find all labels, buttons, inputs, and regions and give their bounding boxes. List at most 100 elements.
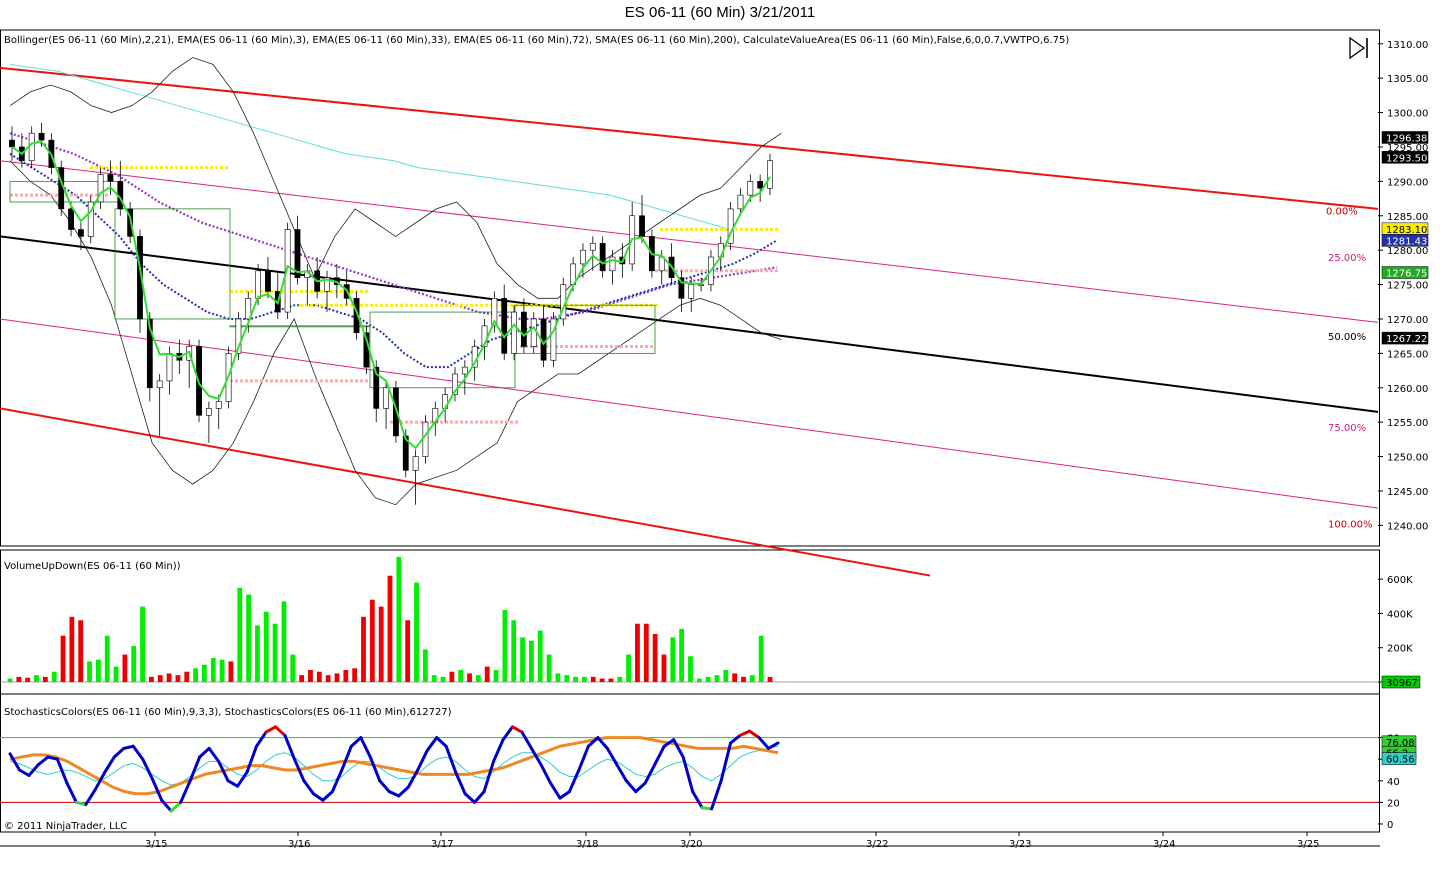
- stoch-k-segment: [55, 757, 69, 785]
- price-marker-box: [1381, 131, 1429, 144]
- stoch-k-segment: [767, 741, 780, 750]
- stoch-k-segment: [368, 755, 382, 783]
- stoch-k-segment: [681, 755, 695, 794]
- candle-body: [402, 435, 409, 471]
- stoch-k-segment: [757, 736, 771, 750]
- sma200-line: [9, 63, 731, 231]
- volume-bar: [175, 675, 181, 682]
- stoch-k-segment: [473, 790, 486, 804]
- volume-bar: [414, 582, 419, 682]
- price-tick-label: 1280.00: [1387, 246, 1428, 257]
- play-button[interactable]: [1345, 36, 1373, 60]
- panel-frame: [0, 693, 1380, 833]
- channel-25-line: [0, 160, 1379, 323]
- stoch-k-segment: [482, 759, 496, 794]
- candle: [589, 236, 596, 271]
- stoch-k-segment: [255, 730, 268, 748]
- volume-bar: [281, 601, 287, 682]
- stoch-k-segment: [150, 777, 164, 802]
- stoch-k-segment: [198, 746, 211, 759]
- price-tick-label: 1250.00: [1387, 453, 1428, 464]
- candle-body: [294, 229, 301, 278]
- candle-body: [373, 366, 380, 409]
- price-marker-box: [1381, 151, 1429, 164]
- candle-body: [501, 298, 508, 354]
- candle-body: [383, 387, 389, 409]
- volume-bar: [184, 671, 190, 682]
- candle: [284, 222, 291, 319]
- volume-bar: [599, 678, 605, 682]
- candle-body: [520, 311, 527, 347]
- candle-body: [609, 256, 616, 272]
- stoch-k-segment: [454, 770, 467, 796]
- stoch-k-segment: [539, 763, 552, 785]
- channel-percent-label: 100.00%: [1328, 519, 1373, 530]
- stoch-k-segment: [662, 738, 676, 748]
- stoch-k-segment: [122, 744, 135, 750]
- candle: [393, 380, 399, 443]
- stoch-k-segment: [529, 746, 543, 767]
- price-tick-label: 1300.00: [1387, 109, 1428, 120]
- candle: [78, 222, 84, 251]
- price-tick-label: 1255.00: [1387, 418, 1428, 429]
- stoch-k-segment: [719, 741, 733, 783]
- candle: [580, 243, 586, 278]
- stoch-k-segment: [226, 779, 240, 788]
- volume-bar: [113, 666, 119, 682]
- candle: [491, 291, 498, 333]
- time-tick-label: 3/15: [145, 839, 167, 850]
- time-tick-label: 3/17: [431, 839, 453, 850]
- volume-bar: [202, 664, 207, 682]
- play-icon: [1349, 36, 1366, 60]
- volume-bar: [688, 656, 693, 682]
- volume-bar: [78, 620, 84, 682]
- candle-body: [87, 201, 94, 237]
- candle: [245, 291, 252, 333]
- candle-body: [353, 298, 360, 334]
- candle-body: [452, 373, 458, 395]
- candle-body: [580, 249, 586, 265]
- stoch-k-segment: [634, 781, 647, 794]
- volume-bar: [528, 640, 534, 682]
- ema33-line: [9, 152, 778, 369]
- volume-bar: [60, 635, 66, 682]
- volume-bar: [272, 623, 278, 682]
- volume-tick-label: 200K: [1387, 644, 1413, 655]
- stoch-k-segment: [710, 779, 723, 811]
- volume-bar: [696, 678, 702, 682]
- stoch-marker-label: 76.08: [1386, 738, 1415, 749]
- stoch-k-segment: [624, 779, 638, 794]
- candle: [520, 298, 527, 354]
- candle: [550, 312, 557, 368]
- stoch-k-segment: [46, 755, 59, 761]
- stoch-k-segment: [17, 768, 31, 777]
- volume-bar: [104, 635, 110, 682]
- channel-percent-label: 50.00%: [1328, 332, 1366, 343]
- price-indicator-label: Bollinger(ES 06-11 (60 Min),2,21), EMA(E…: [4, 35, 1069, 46]
- stoch-k-segment: [217, 759, 230, 783]
- candle-body: [530, 318, 537, 347]
- candle-body: [767, 160, 773, 189]
- volume-bar: [714, 675, 720, 682]
- candle-body: [38, 132, 45, 141]
- volume-bar: [705, 676, 711, 682]
- stoch-k-segment: [729, 733, 742, 745]
- candle: [727, 202, 734, 251]
- volume-bar: [131, 646, 137, 682]
- ema72-line: [9, 132, 777, 321]
- volume-bar: [95, 659, 101, 682]
- stoch-k-segment: [36, 755, 50, 767]
- candle-body: [68, 208, 74, 230]
- stoch-k-segment: [160, 798, 173, 813]
- volume-bar: [449, 671, 455, 682]
- stoch-k-segment: [444, 744, 458, 774]
- stoch-k-segment: [643, 763, 657, 785]
- candle: [412, 449, 419, 505]
- stoch-k-segment: [131, 744, 145, 761]
- volume-bar: [458, 670, 464, 682]
- volume-bar: [237, 587, 243, 682]
- stoch-k-segment: [558, 790, 571, 800]
- volume-tick-label: 400K: [1387, 609, 1413, 620]
- volume-bar: [635, 623, 640, 682]
